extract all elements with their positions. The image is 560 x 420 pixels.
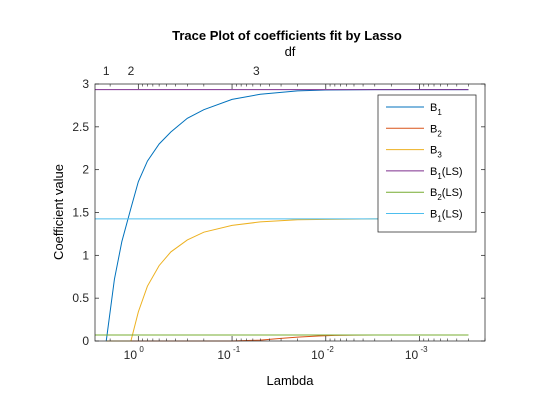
x-axis-label: Lambda (267, 373, 315, 388)
x-tick-exponent: -3 (420, 345, 428, 354)
top-axis-label: df (285, 44, 296, 59)
y-tick-label: 1.5 (72, 206, 89, 220)
legend-box (377, 94, 477, 233)
x-tick-exponent: -1 (233, 345, 241, 354)
x-tick-exponent: -2 (327, 345, 335, 354)
y-axis-label: Coefficient value (51, 164, 66, 260)
series-line-1 (105, 89, 469, 342)
x-tick-exponent: 0 (139, 345, 144, 354)
x-tick-label: 10 (311, 348, 325, 362)
y-tick-label: 0.5 (72, 291, 89, 305)
chart-title: Trace Plot of coefficients fit by Lasso (172, 28, 402, 43)
y-tick-label: 2.5 (72, 120, 89, 134)
y-tick-label: 1 (82, 248, 89, 262)
df-tick-label: 1 (103, 64, 110, 78)
x-tick-label: 10 (124, 348, 138, 362)
df-tick-label: 3 (253, 64, 260, 78)
x-tick-label: 10 (217, 348, 231, 362)
df-tick-label: 2 (128, 64, 135, 78)
y-tick-label: 2 (82, 163, 89, 177)
x-tick-label: 10 (405, 348, 419, 362)
y-tick-label: 0 (82, 334, 89, 348)
y-tick-label: 3 (82, 77, 89, 91)
